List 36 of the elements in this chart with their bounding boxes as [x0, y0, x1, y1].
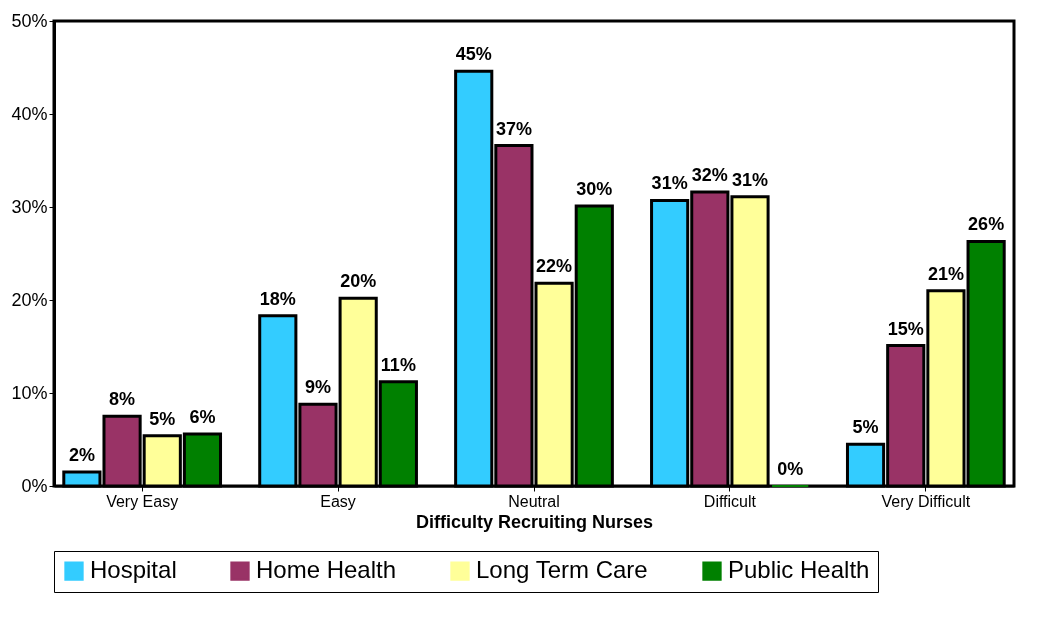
y-tick-label: 50%	[11, 10, 48, 31]
legend-label: Hospital	[90, 556, 177, 584]
legend-label: Long Term Care	[476, 556, 648, 584]
data-label: 32%	[691, 165, 728, 186]
data-label: 22%	[536, 256, 573, 277]
y-tick-label: 0%	[21, 475, 48, 496]
data-label: 21%	[927, 263, 964, 284]
data-label: 26%	[968, 214, 1005, 235]
y-tick-label: 40%	[11, 103, 48, 124]
data-label: 30%	[576, 179, 613, 200]
x-axis-title: Difficulty Recruiting Nurses	[415, 511, 654, 532]
legend-label: Home Health	[256, 556, 397, 584]
x-tick-label: Very Difficult	[881, 492, 971, 510]
x-tick-label: Neutral	[508, 492, 560, 510]
x-tick-label: Difficult	[703, 492, 757, 510]
data-label: 11%	[380, 354, 416, 375]
data-label: 5%	[149, 408, 176, 429]
data-label: 45%	[455, 44, 492, 65]
data-label: 20%	[340, 271, 377, 292]
x-tick-label: Easy	[320, 492, 356, 510]
data-label: 8%	[109, 389, 136, 410]
data-label: 9%	[304, 377, 331, 398]
x-tick-label: Very Easy	[106, 492, 179, 510]
data-label: 15%	[887, 318, 924, 339]
legend-label: Public Health	[728, 556, 870, 584]
data-label: 6%	[189, 406, 216, 427]
data-label: 18%	[259, 288, 296, 309]
data-label: 0%	[777, 459, 804, 479]
y-tick-label: 10%	[11, 382, 48, 403]
data-label: 31%	[651, 173, 688, 194]
y-tick-label: 20%	[11, 289, 48, 310]
data-label: 37%	[495, 118, 532, 139]
data-label: 31%	[732, 169, 769, 190]
y-tick-label: 30%	[11, 196, 48, 217]
data-label: 5%	[852, 417, 879, 438]
data-label: 2%	[68, 445, 95, 466]
